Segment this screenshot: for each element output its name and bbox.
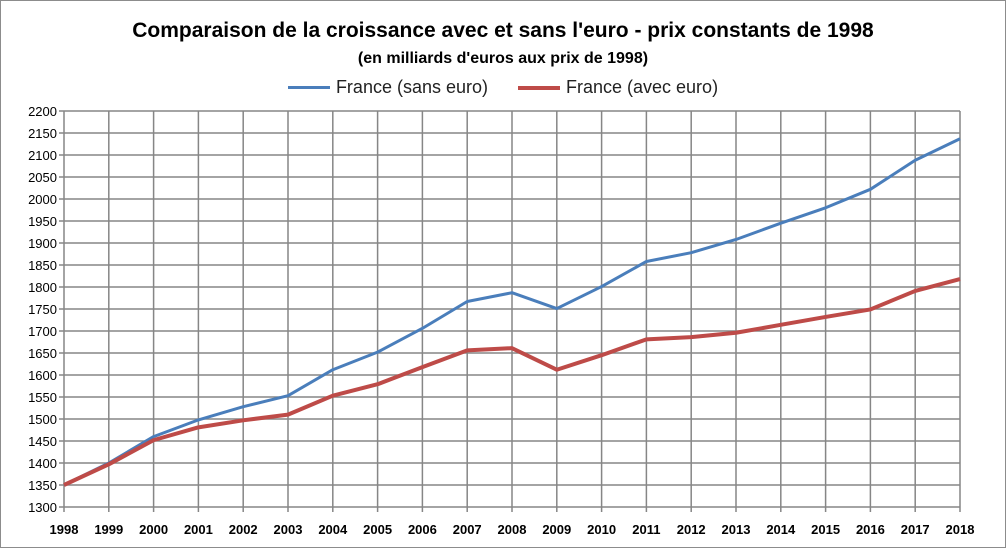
x-tick-label: 1998 xyxy=(50,522,79,537)
x-tick-label: 2002 xyxy=(229,522,258,537)
y-tick-label: 1900 xyxy=(28,236,57,251)
x-tick-label: 2005 xyxy=(363,522,392,537)
y-tick-label: 1550 xyxy=(28,390,57,405)
y-tick-label: 1850 xyxy=(28,258,57,273)
x-tick-label: 2000 xyxy=(139,522,168,537)
x-tick-label: 2015 xyxy=(811,522,840,537)
y-tick-label: 1950 xyxy=(28,214,57,229)
y-tick-label: 1650 xyxy=(28,346,57,361)
y-tick-label: 1750 xyxy=(28,302,57,317)
x-tick-label: 2007 xyxy=(453,522,482,537)
x-tick-label: 2017 xyxy=(901,522,930,537)
y-tick-label: 1500 xyxy=(28,412,57,427)
x-tick-label: 2010 xyxy=(587,522,616,537)
x-tick-label: 2018 xyxy=(946,522,975,537)
y-tick-label: 1350 xyxy=(28,478,57,493)
y-tick-label: 2100 xyxy=(28,148,57,163)
x-tick-label: 1999 xyxy=(94,522,123,537)
y-tick-label: 2000 xyxy=(28,192,57,207)
x-tick-label: 2008 xyxy=(498,522,527,537)
x-tick-label: 2001 xyxy=(184,522,213,537)
x-tick-label: 2012 xyxy=(677,522,706,537)
x-tick-label: 2003 xyxy=(274,522,303,537)
x-tick-label: 2009 xyxy=(542,522,571,537)
y-tick-label: 1700 xyxy=(28,324,57,339)
y-tick-label: 1400 xyxy=(28,456,57,471)
x-tick-label: 2016 xyxy=(856,522,885,537)
y-tick-label: 1600 xyxy=(28,368,57,383)
x-tick-label: 2014 xyxy=(766,522,796,537)
y-tick-label: 2050 xyxy=(28,170,57,185)
y-tick-label: 1800 xyxy=(28,280,57,295)
x-tick-label: 2006 xyxy=(408,522,437,537)
x-tick-label: 2004 xyxy=(318,522,348,537)
x-tick-label: 2013 xyxy=(722,522,751,537)
x-tick-label: 2011 xyxy=(632,522,660,537)
y-tick-label: 1450 xyxy=(28,434,57,449)
y-tick-label: 2150 xyxy=(28,126,57,141)
y-tick-label: 1300 xyxy=(28,500,57,515)
y-tick-label: 2200 xyxy=(28,104,57,119)
